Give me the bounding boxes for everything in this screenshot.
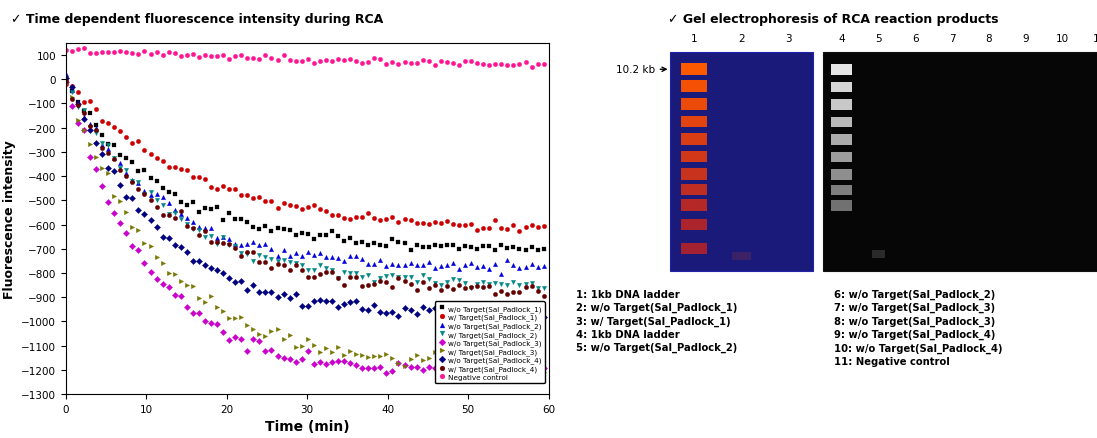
w/o Target(Sal_Padlock_4)	[386, 309, 399, 314]
Text: 11: 11	[1093, 34, 1097, 44]
w/o Target(Sal_Padlock_4)	[271, 295, 284, 300]
Text: 10: 10	[1056, 34, 1070, 44]
Text: 6: 6	[912, 34, 918, 44]
w/ Target(Sal_Padlock_2)	[367, 279, 381, 285]
Text: 6: w/o Target(Sal_Padlock_2)
7: w/o Target(Sal_Padlock_3)
8: w/o Target(Sal_Padl: 6: w/o Target(Sal_Padlock_2) 7: w/o Targ…	[834, 289, 1003, 366]
w/ Target(Sal_Padlock_3)	[367, 353, 381, 358]
Bar	[832, 201, 851, 211]
Text: 5: 5	[875, 34, 882, 44]
w/o Target(Sal_Padlock_4)	[488, 313, 501, 318]
w/o Target(Sal_Padlock_3)	[483, 374, 496, 380]
Text: 4: 4	[838, 34, 845, 44]
w/ Target(Sal_Padlock_2)	[483, 282, 496, 287]
Legend: w/o Target(Sal_Padlock_1), w/ Target(Sal_Padlock_1), w/o Target(Sal_Padlock_2), : w/o Target(Sal_Padlock_1), w/ Target(Sal…	[434, 302, 545, 384]
Line: w/o Target(Sal_Padlock_1): w/o Target(Sal_Padlock_1)	[64, 78, 546, 253]
w/ Target(Sal_Padlock_4)	[538, 293, 551, 299]
Line: w/ Target(Sal_Padlock_3): w/ Target(Sal_Padlock_3)	[64, 81, 546, 375]
w/ Target(Sal_Padlock_2)	[350, 270, 363, 276]
w/ Target(Sal_Padlock_2)	[386, 273, 399, 278]
w/o Target(Sal_Padlock_2)	[271, 254, 284, 259]
Negative control	[525, 65, 539, 71]
w/o Target(Sal_Padlock_3)	[59, 81, 72, 86]
w/o Target(Sal_Padlock_4)	[343, 300, 357, 305]
w/ Target(Sal_Padlock_4)	[483, 284, 496, 289]
Bar	[681, 244, 708, 255]
w/ Target(Sal_Padlock_3)	[59, 81, 72, 86]
w/ Target(Sal_Padlock_2)	[531, 286, 544, 291]
w/o Target(Sal_Padlock_3)	[350, 362, 363, 367]
w/o Target(Sal_Padlock_3)	[367, 366, 381, 371]
w/o Target(Sal_Padlock_1)	[350, 240, 363, 246]
w/ Target(Sal_Padlock_2)	[343, 271, 357, 276]
w/o Target(Sal_Padlock_4)	[59, 76, 72, 81]
Bar	[733, 253, 750, 261]
Bar	[681, 200, 708, 211]
Bar	[832, 82, 851, 93]
Text: 1: 1	[691, 34, 698, 44]
w/o Target(Sal_Padlock_2)	[483, 267, 496, 272]
Bar	[832, 170, 851, 180]
w/ Target(Sal_Padlock_1)	[343, 217, 357, 223]
Negative control	[78, 46, 91, 52]
Bar	[832, 65, 851, 75]
w/ Target(Sal_Padlock_1)	[59, 82, 72, 88]
Text: 8: 8	[986, 34, 993, 44]
Bar	[681, 117, 708, 128]
Negative control	[355, 61, 369, 66]
Text: 1: 1kb DNA ladder
2: w/o Target(Sal_Padlock_1)
3: w/ Target(Sal_Padlock_1)
4: 1k: 1: 1kb DNA ladder 2: w/o Target(Sal_Padl…	[576, 289, 737, 353]
w/o Target(Sal_Padlock_3)	[488, 364, 501, 369]
w/ Target(Sal_Padlock_3)	[271, 327, 284, 332]
w/o Target(Sal_Padlock_1)	[538, 247, 551, 252]
w/ Target(Sal_Padlock_1)	[483, 226, 496, 232]
Line: w/o Target(Sal_Padlock_3): w/o Target(Sal_Padlock_3)	[64, 81, 546, 379]
w/ Target(Sal_Padlock_1)	[367, 216, 381, 221]
w/o Target(Sal_Padlock_3)	[271, 353, 284, 359]
Negative control	[59, 48, 72, 53]
Bar	[832, 185, 851, 196]
w/o Target(Sal_Padlock_4)	[440, 316, 453, 321]
Text: 3: 3	[785, 34, 792, 44]
Bar	[681, 81, 708, 93]
w/ Target(Sal_Padlock_4)	[271, 262, 284, 267]
w/ Target(Sal_Padlock_3)	[386, 355, 399, 360]
w/ Target(Sal_Padlock_3)	[538, 369, 551, 374]
Negative control	[538, 62, 551, 67]
Line: w/ Target(Sal_Padlock_1): w/ Target(Sal_Padlock_1)	[64, 83, 546, 234]
Bar	[681, 169, 708, 180]
Bar	[832, 100, 851, 110]
w/ Target(Sal_Padlock_3)	[350, 352, 363, 357]
w/ Target(Sal_Padlock_1)	[350, 215, 363, 220]
w/o Target(Sal_Padlock_1)	[386, 237, 399, 242]
w/o Target(Sal_Padlock_4)	[367, 303, 381, 308]
w/ Target(Sal_Padlock_2)	[538, 286, 551, 291]
w/ Target(Sal_Padlock_1)	[538, 223, 551, 229]
X-axis label: Time (min): Time (min)	[264, 420, 350, 433]
Bar	[681, 64, 708, 75]
w/ Target(Sal_Padlock_4)	[386, 285, 399, 290]
Bar	[872, 251, 884, 258]
Y-axis label: Fluorescence intensity: Fluorescence intensity	[2, 140, 15, 298]
w/o Target(Sal_Padlock_1)	[343, 236, 357, 241]
Line: w/o Target(Sal_Padlock_2): w/o Target(Sal_Padlock_2)	[64, 73, 546, 277]
w/ Target(Sal_Padlock_1)	[386, 215, 399, 220]
Negative control	[350, 59, 363, 64]
w/ Target(Sal_Padlock_1)	[271, 206, 284, 211]
Negative control	[276, 53, 290, 59]
w/ Target(Sal_Padlock_4)	[59, 79, 72, 85]
w/o Target(Sal_Padlock_1)	[531, 248, 544, 253]
w/o Target(Sal_Padlock_2)	[367, 262, 381, 267]
Bar	[832, 135, 851, 145]
w/o Target(Sal_Padlock_2)	[343, 254, 357, 259]
Text: ✓ Time dependent fluorescence intensity during RCA: ✓ Time dependent fluorescence intensity …	[11, 13, 383, 26]
w/ Target(Sal_Padlock_2)	[271, 258, 284, 264]
w/o Target(Sal_Padlock_1)	[367, 241, 381, 246]
Text: 7: 7	[949, 34, 955, 44]
Bar	[681, 219, 708, 231]
Line: Negative control: Negative control	[64, 47, 546, 70]
Bar	[681, 99, 708, 110]
Text: 9: 9	[1022, 34, 1029, 44]
w/o Target(Sal_Padlock_1)	[483, 244, 496, 249]
w/o Target(Sal_Padlock_1)	[271, 226, 284, 231]
Bar	[681, 152, 708, 163]
w/ Target(Sal_Padlock_3)	[483, 359, 496, 364]
